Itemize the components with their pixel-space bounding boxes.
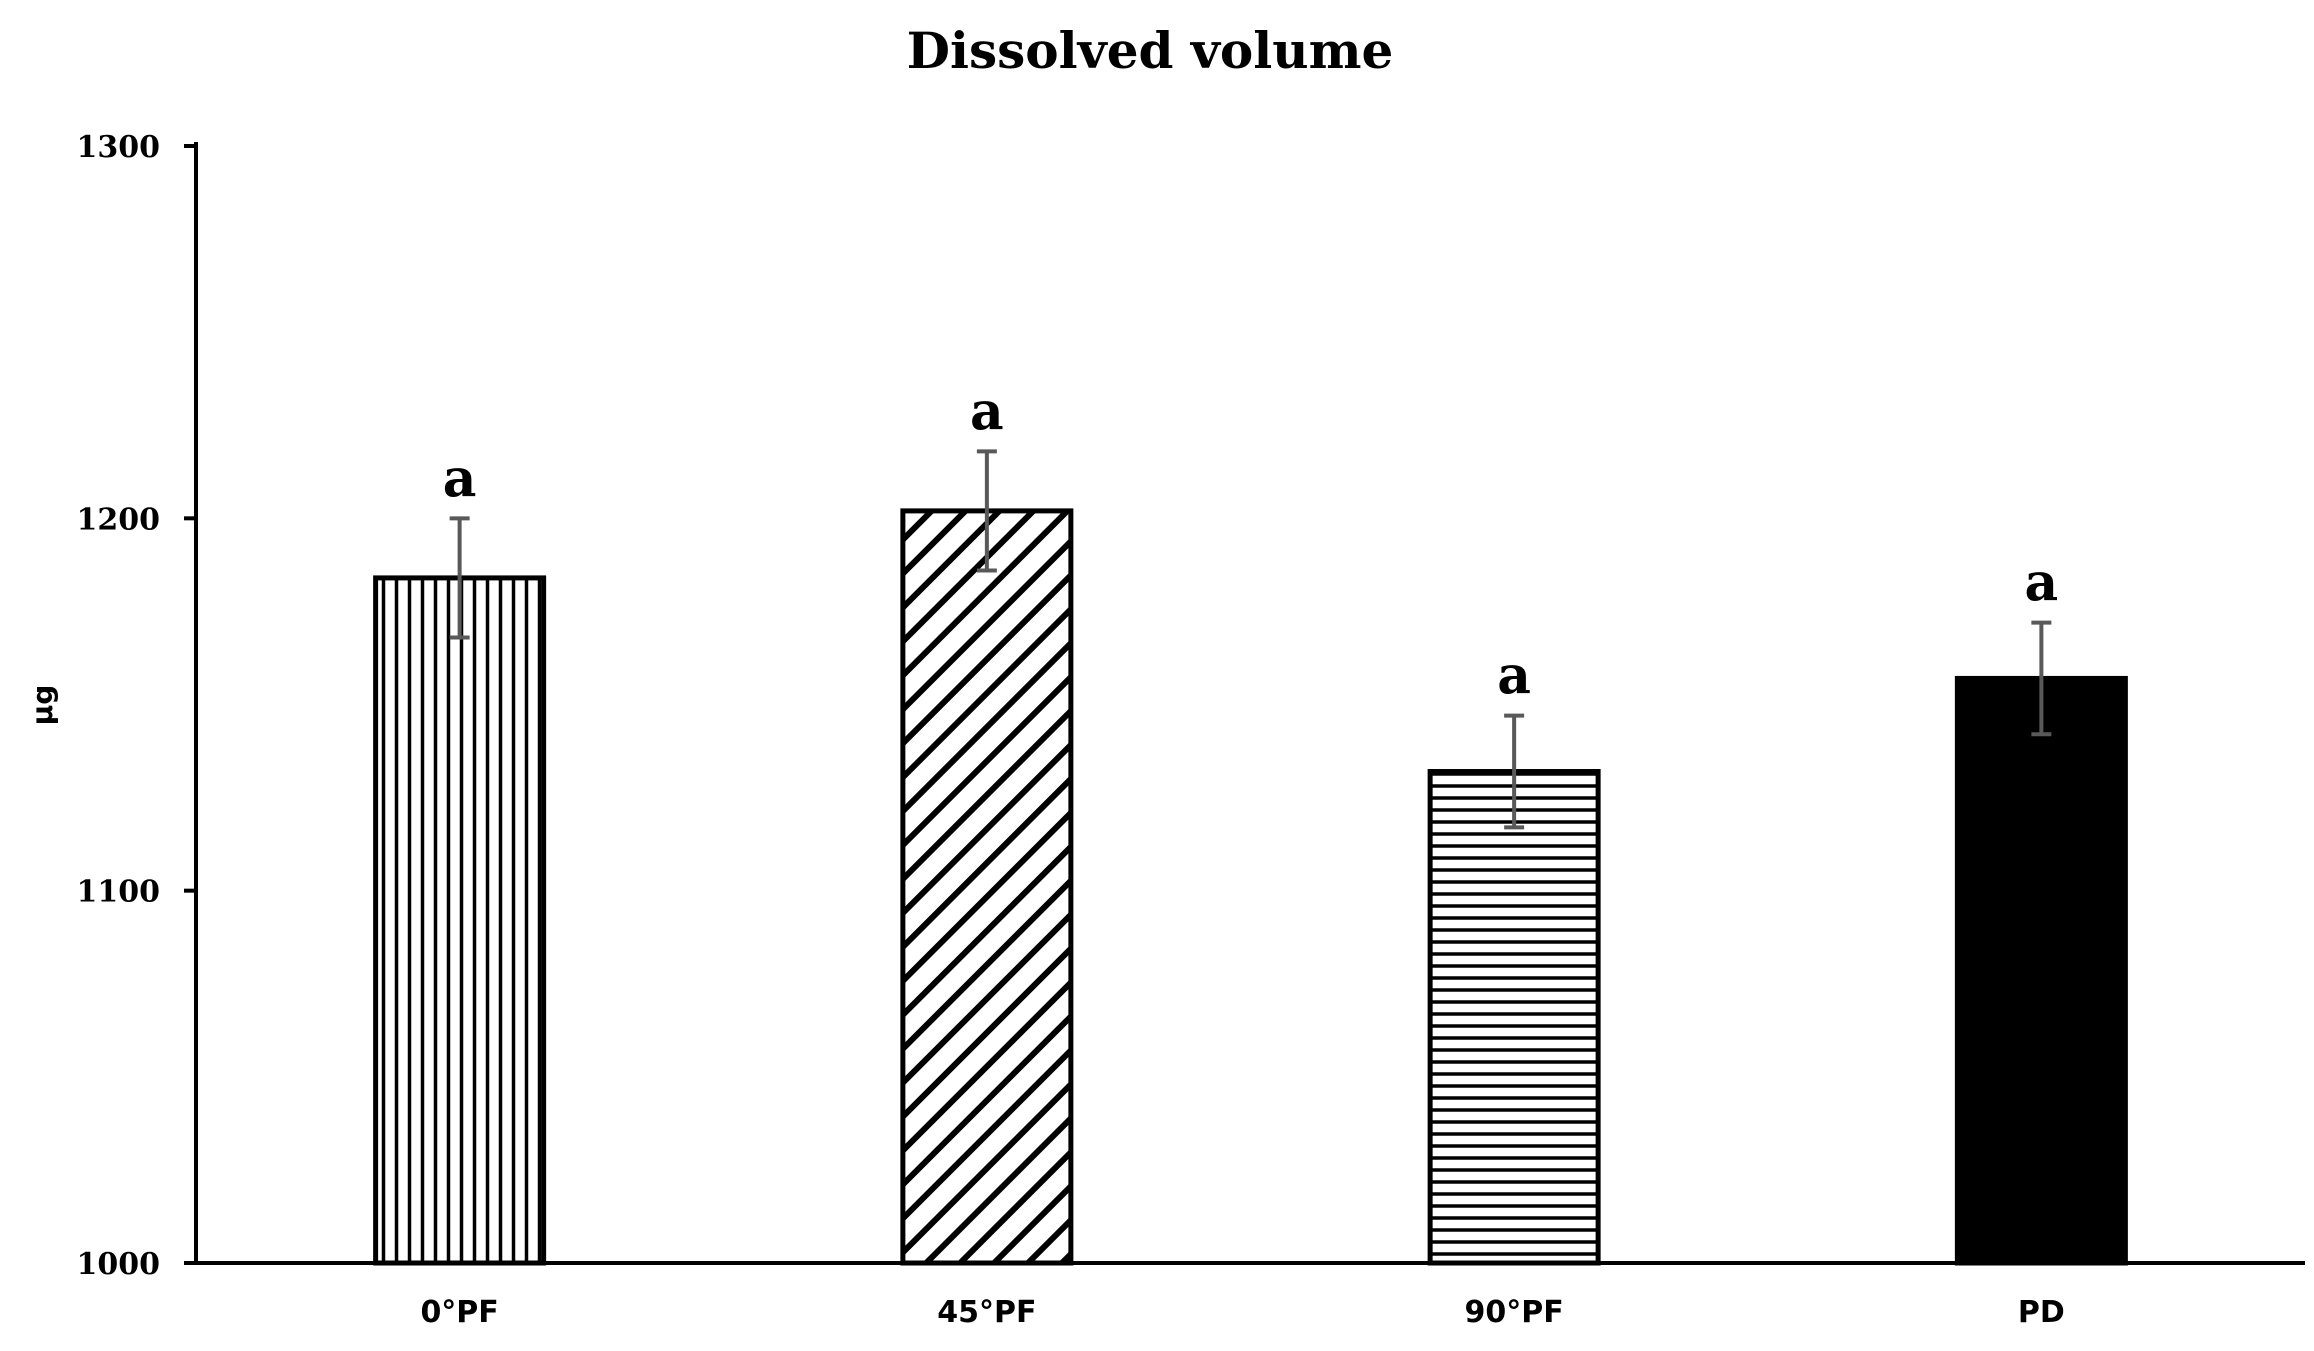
significance-label-1: a — [970, 381, 1004, 442]
y-axis-label: μg — [26, 685, 59, 726]
bar-1 — [900, 508, 1074, 1266]
y-tick-label-3: 1300 — [77, 130, 161, 165]
x-tick-label-2: 90°PF — [1465, 1295, 1564, 1330]
x-tick-label-0: 0°PF — [420, 1295, 498, 1330]
y-tick-label-2: 1200 — [77, 502, 161, 537]
x-ticks-group: 0°PF 45°PF 90°PF PD — [420, 1295, 2064, 1330]
error-bar-2 — [1504, 713, 1525, 830]
y-tick-label-0: 1000 — [77, 1247, 161, 1282]
bar-0 — [373, 575, 547, 1266]
significance-label-3: a — [2025, 553, 2059, 614]
bars-group — [373, 508, 2128, 1266]
significance-label-0: a — [443, 448, 477, 509]
x-tick-label-1: 45°PF — [937, 1295, 1036, 1330]
significance-labels-group: a a a a — [443, 381, 2058, 706]
y-tick-label-1: 1100 — [77, 875, 161, 910]
chart-title: Dissolved volume — [907, 21, 1394, 80]
y-ticks-group: 1000 1100 1200 1300 — [77, 130, 198, 1282]
axes-group — [194, 142, 2305, 1265]
x-tick-label-3: PD — [2018, 1295, 2065, 1330]
error-bar-3 — [2031, 620, 2052, 737]
error-bar-0 — [449, 516, 470, 640]
bar-2 — [1427, 769, 1601, 1266]
significance-label-2: a — [1497, 646, 1531, 707]
bar-3 — [1954, 675, 2128, 1266]
error-bar-1 — [976, 449, 997, 573]
error-bars-group — [449, 449, 2052, 830]
